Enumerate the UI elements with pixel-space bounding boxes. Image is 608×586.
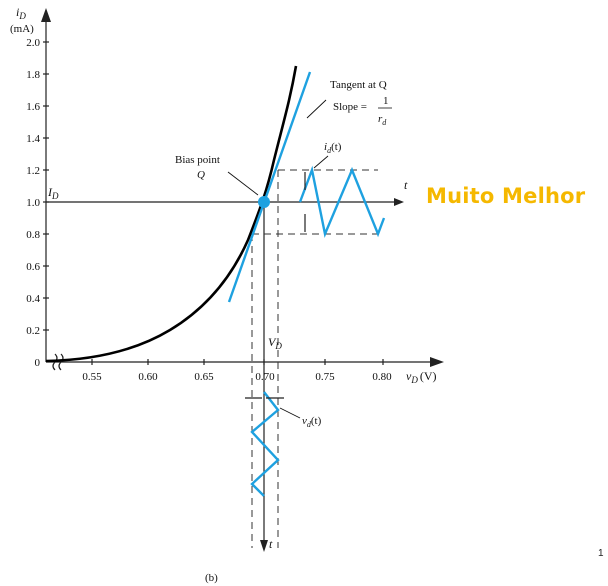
y-ticks [43,41,49,331]
y-axis-label: iD [16,5,26,21]
y-tick-label: 1.4 [26,133,40,145]
x-tick-label: 0.55 [82,371,102,383]
y-tick-label: 0.6 [26,261,40,273]
y-tick-label: 0.8 [26,229,40,241]
overlay-text: Muito Melhor [426,184,586,208]
y-tick-label: 0.2 [26,325,40,337]
slope-label: Slope = [333,101,367,113]
x-tick-label: 0.75 [315,371,335,383]
page-number: 1 [598,548,604,559]
y-tick-label: 2.0 [26,37,40,49]
bias-point-q [258,196,270,208]
t-down-label: t [269,537,273,551]
bias-pointer [227,171,259,196]
tangent-label: Tangent at Q [330,79,387,91]
y-tick-label: 1.6 [26,101,40,113]
y-tick-labels: 2.0 1.8 1.6 1.4 1.2 1.0 0.8 0.6 0.4 0.2 … [26,37,40,369]
id-t-pointer [313,155,329,169]
id-t-label: id(t) [324,141,342,155]
t-axis-arrow [394,198,404,206]
x-tick-label: 0.65 [194,371,214,383]
y-tick-label: 0 [35,357,41,369]
vd-t-pointer [279,407,301,419]
x-tick-label: 0.70 [255,371,275,383]
diode-iv-curve [45,65,298,363]
y-tick-label: 1.2 [26,165,40,177]
vd-label: VD [268,335,282,351]
bias-point-q-label: Q [197,169,205,181]
y-axis-arrow [41,8,51,22]
slope-denominator: rd [378,113,387,127]
slope-numerator: 1 [383,95,389,107]
id-label: ID [47,185,59,201]
y-tick-label: 1.0 [26,197,40,209]
x-tick-label: 0.60 [138,371,158,383]
vd-waveform [250,391,280,497]
bias-point-label: Bias point [175,154,220,166]
dashed-guides [251,169,378,548]
t-axis-label: t [404,178,408,192]
vd-t-label: vd(t) [302,415,322,429]
x-axis-label: vD (V) [406,369,437,385]
x-tick-labels: 0.55 0.60 0.65 0.70 0.75 0.80 [82,371,392,383]
y-tick-label: 1.8 [26,69,40,81]
id-waveform [298,165,386,239]
x-tick-label: 0.80 [372,371,392,383]
y-axis-unit: (mA) [10,23,34,35]
tangent-pointer [306,99,327,119]
x-axis-arrow [430,357,444,367]
figure-caption: (b) [205,572,218,584]
t-down-arrow [260,540,268,552]
tangent-line [227,71,312,303]
y-tick-label: 0.4 [26,293,40,305]
